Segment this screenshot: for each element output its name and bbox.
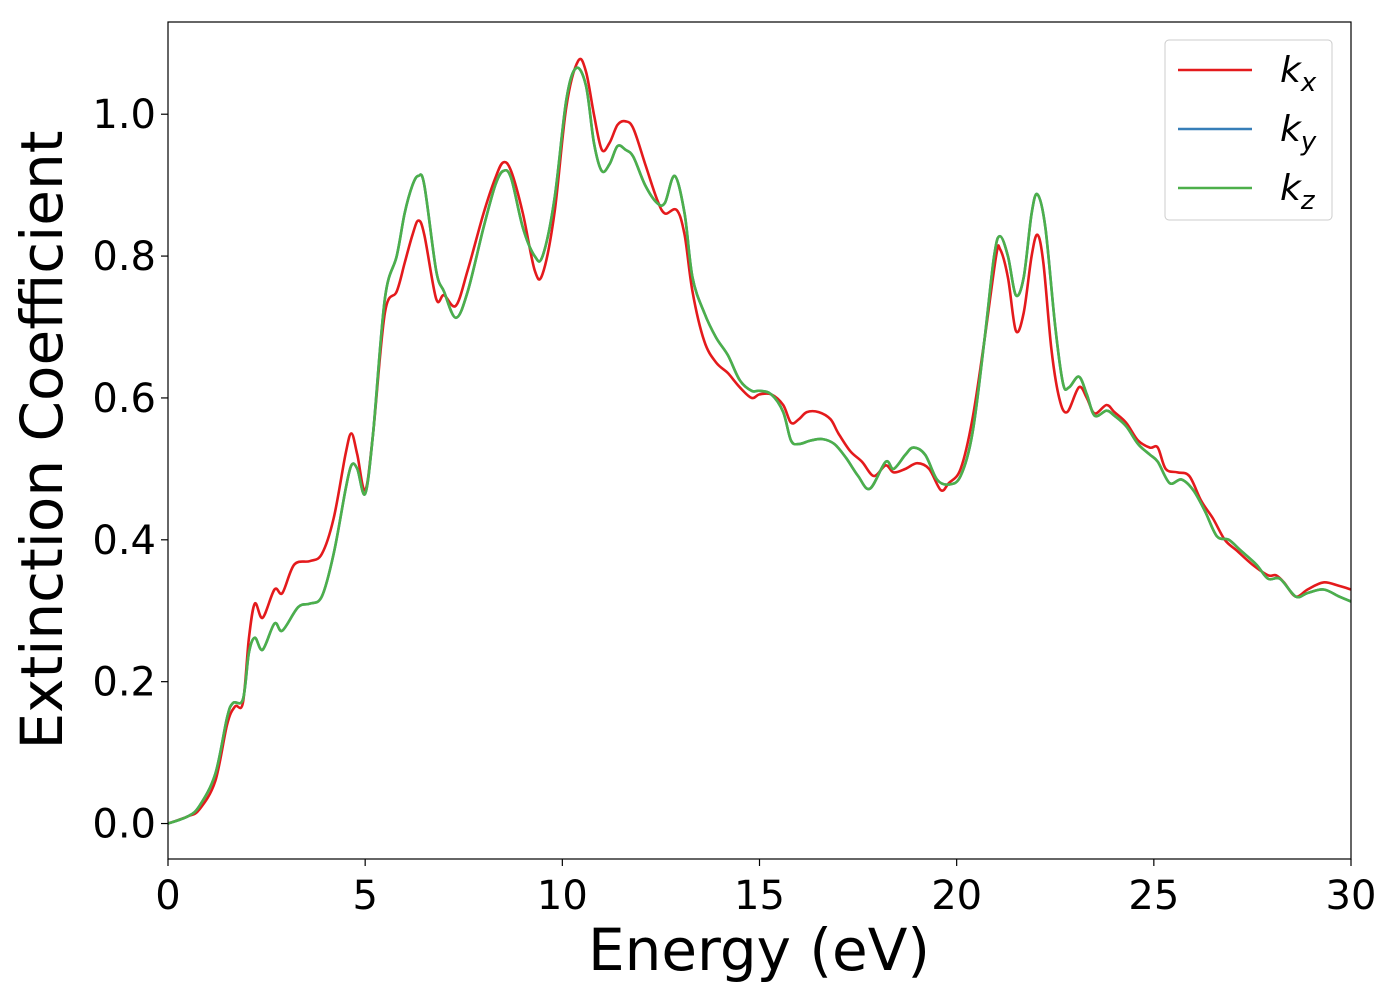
x-tick-label: 15: [734, 873, 785, 919]
legend-label-subscript: z: [1300, 186, 1316, 216]
legend-label-subscript: x: [1300, 68, 1317, 98]
series-line-kz: [167, 66, 1352, 825]
legend-label-base: k: [1280, 109, 1303, 150]
y-tick-label: 0.0: [92, 802, 156, 848]
legend-label-kx: kx: [1280, 50, 1317, 98]
x-tick-label: 0: [155, 873, 180, 919]
series-layer: [167, 57, 1352, 825]
x-tick-label: 5: [352, 873, 377, 919]
y-tick-label: 0.6: [92, 376, 156, 422]
legend-label-base: k: [1280, 168, 1303, 209]
x-tick-label: 20: [931, 873, 982, 919]
x-tick-label: 10: [537, 873, 588, 919]
y-tick-label: 1.0: [92, 92, 156, 138]
legend-label-subscript: y: [1300, 127, 1317, 157]
y-tick-label: 0.8: [92, 234, 156, 280]
x-tick-label: 25: [1128, 873, 1179, 919]
x-axis-ticks: 0 5 10 15 20 25 30: [155, 859, 1376, 919]
y-tick-label: 0.4: [92, 518, 156, 564]
y-tick-label: 0.2: [92, 660, 156, 706]
x-axis-label: Energy (eV): [588, 916, 930, 984]
y-axis-label: Extinction Coefficient: [8, 131, 76, 750]
legend-label-base: k: [1280, 50, 1303, 91]
legend-label-kz: kz: [1280, 168, 1316, 216]
y-axis-ticks: 0.0 0.2 0.4 0.6 0.8 1.0: [92, 92, 168, 848]
x-tick-label: 30: [1326, 873, 1377, 919]
legend-label-ky: ky: [1280, 109, 1317, 157]
